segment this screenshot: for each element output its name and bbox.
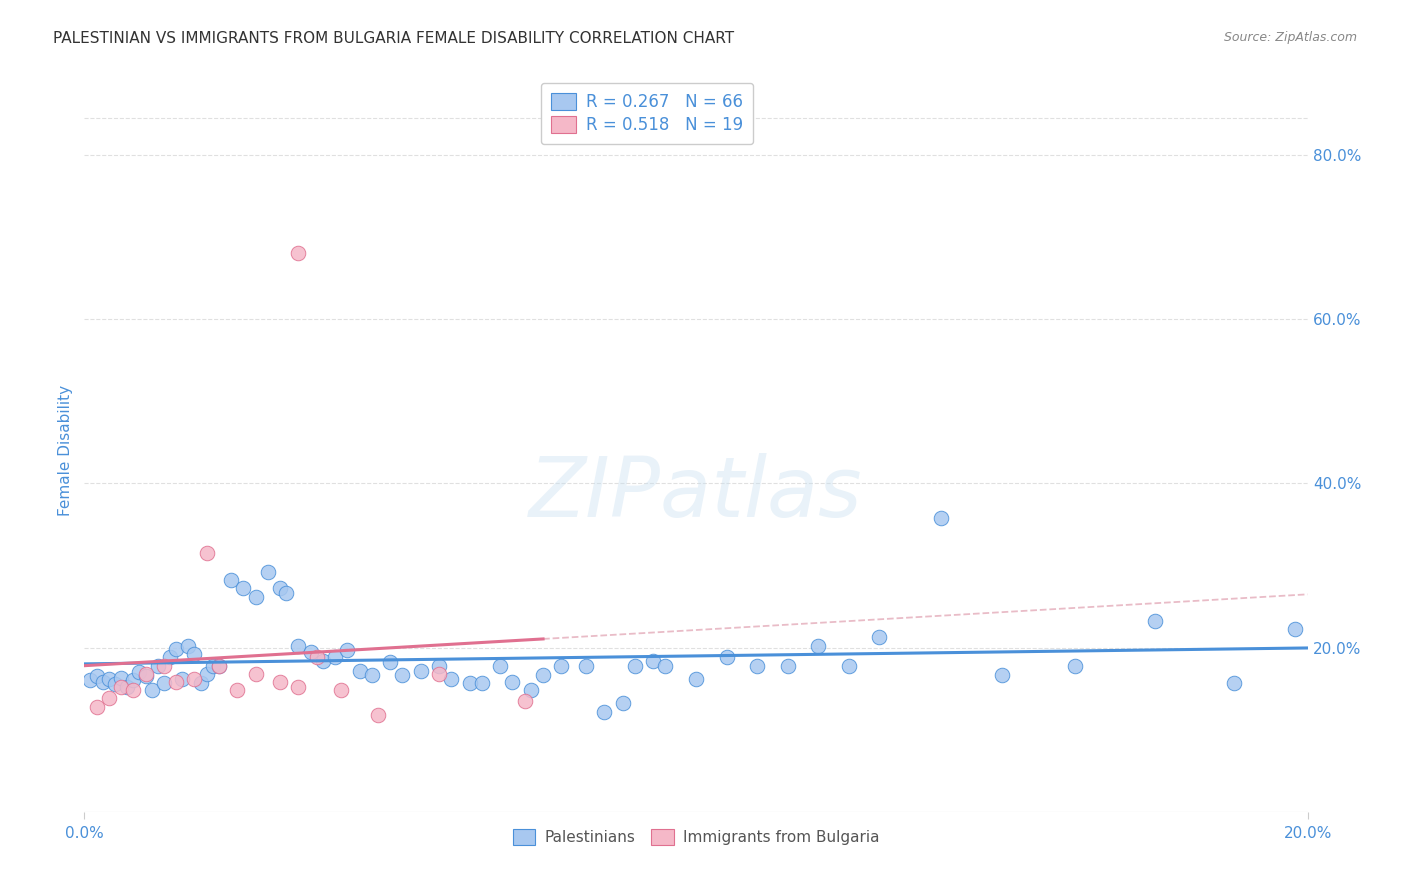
Point bbox=[287, 680, 309, 694]
Point bbox=[502, 675, 524, 690]
Point bbox=[86, 699, 108, 714]
Point bbox=[104, 677, 127, 691]
Point bbox=[575, 658, 598, 673]
Point bbox=[929, 510, 952, 524]
Point bbox=[208, 658, 231, 673]
Point bbox=[195, 666, 218, 681]
Point bbox=[349, 664, 371, 678]
Point bbox=[128, 665, 150, 680]
Point bbox=[869, 630, 891, 644]
Point bbox=[110, 680, 132, 694]
Point bbox=[135, 669, 157, 683]
Point bbox=[520, 683, 543, 698]
Point bbox=[489, 658, 512, 673]
Point bbox=[245, 590, 267, 604]
Point bbox=[991, 667, 1014, 681]
Point bbox=[287, 639, 309, 653]
Point bbox=[110, 671, 132, 685]
Point bbox=[807, 639, 830, 653]
Point bbox=[380, 655, 402, 669]
Point bbox=[1223, 675, 1246, 690]
Point bbox=[245, 666, 267, 681]
Point bbox=[367, 707, 389, 722]
Point bbox=[269, 582, 291, 596]
Point bbox=[86, 669, 108, 683]
Point bbox=[685, 672, 707, 686]
Point bbox=[299, 645, 322, 659]
Point bbox=[531, 667, 554, 681]
Point bbox=[153, 658, 176, 673]
Point bbox=[312, 655, 335, 669]
Point bbox=[643, 655, 665, 669]
Text: PALESTINIAN VS IMMIGRANTS FROM BULGARIA FEMALE DISABILITY CORRELATION CHART: PALESTINIAN VS IMMIGRANTS FROM BULGARIA … bbox=[53, 31, 734, 46]
Point bbox=[1143, 614, 1166, 628]
Point bbox=[183, 647, 205, 661]
Point bbox=[201, 658, 224, 673]
Point bbox=[513, 694, 536, 708]
Point bbox=[624, 658, 647, 673]
Point bbox=[172, 672, 194, 686]
Point bbox=[195, 546, 218, 560]
Point bbox=[305, 650, 328, 665]
Point bbox=[115, 680, 138, 694]
Point bbox=[91, 675, 114, 690]
Legend: Palestinians, Immigrants from Bulgaria: Palestinians, Immigrants from Bulgaria bbox=[506, 822, 886, 851]
Point bbox=[165, 642, 187, 657]
Point bbox=[97, 691, 120, 706]
Point bbox=[427, 666, 450, 681]
Point bbox=[165, 675, 187, 690]
Point bbox=[716, 650, 738, 665]
Point bbox=[219, 573, 242, 587]
Point bbox=[79, 673, 101, 688]
Point bbox=[409, 664, 432, 678]
Point bbox=[208, 658, 231, 673]
Point bbox=[135, 666, 157, 681]
Point bbox=[226, 683, 249, 698]
Point bbox=[232, 582, 254, 596]
Point bbox=[654, 658, 676, 673]
Point bbox=[838, 658, 860, 673]
Point bbox=[177, 639, 200, 653]
Point bbox=[747, 658, 769, 673]
Point bbox=[287, 246, 309, 260]
Point bbox=[550, 658, 572, 673]
Point bbox=[153, 675, 176, 690]
Point bbox=[1064, 658, 1087, 673]
Point bbox=[122, 673, 145, 688]
Point bbox=[146, 658, 169, 673]
Point bbox=[336, 643, 359, 657]
Point bbox=[269, 675, 291, 690]
Point bbox=[776, 658, 799, 673]
Point bbox=[458, 675, 481, 690]
Point bbox=[593, 705, 616, 719]
Point bbox=[276, 585, 298, 599]
Point bbox=[159, 650, 181, 665]
Point bbox=[612, 696, 634, 710]
Point bbox=[141, 683, 163, 698]
Point bbox=[183, 672, 205, 686]
Point bbox=[97, 672, 120, 686]
Point bbox=[440, 672, 463, 686]
Point bbox=[323, 650, 346, 665]
Point bbox=[471, 675, 494, 690]
Y-axis label: Female Disability: Female Disability bbox=[58, 384, 73, 516]
Text: Source: ZipAtlas.com: Source: ZipAtlas.com bbox=[1223, 31, 1357, 45]
Point bbox=[1284, 622, 1306, 636]
Point bbox=[257, 565, 280, 579]
Point bbox=[330, 683, 353, 698]
Text: ZIPatlas: ZIPatlas bbox=[529, 453, 863, 534]
Point bbox=[391, 667, 413, 681]
Point bbox=[190, 675, 212, 690]
Point bbox=[122, 683, 145, 698]
Point bbox=[360, 667, 382, 681]
Point bbox=[427, 658, 450, 673]
